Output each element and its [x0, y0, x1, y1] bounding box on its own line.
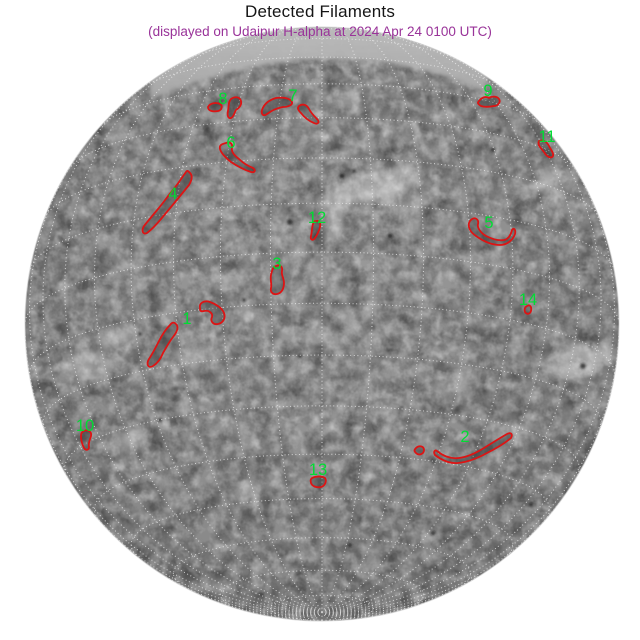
sunspot [580, 363, 586, 369]
plage-region [536, 179, 584, 221]
filament-contour-6 [218, 141, 256, 174]
plage-region [494, 423, 542, 441]
plage-region [174, 347, 222, 369]
filament-label-11: 11 [538, 128, 555, 146]
sunspots [138, 147, 586, 548]
grid-lines [25, 27, 619, 621]
limb-noise-fringe [249, 597, 431, 616]
filament-contour-14 [523, 304, 533, 315]
sunspot [242, 298, 246, 302]
sunspot [352, 169, 356, 173]
filament-label-2: 2 [460, 428, 469, 446]
sunspot [158, 418, 162, 422]
heliographic-grid [25, 27, 619, 621]
plage-region [234, 481, 270, 497]
filament-label-5: 5 [484, 214, 493, 232]
filament-contour-2 [413, 432, 513, 465]
solar-disk [24, 26, 620, 622]
plage-region [523, 170, 573, 194]
filament-contour-8 [207, 96, 243, 120]
plage-regions [62, 167, 619, 497]
plage-region [543, 345, 611, 379]
plage-region [435, 377, 475, 393]
sunspot [529, 503, 533, 507]
filament-label-7: 7 [288, 87, 297, 105]
limb-edge [24, 26, 620, 622]
filament-label-10: 10 [76, 417, 94, 435]
sunspot [138, 332, 142, 336]
disk-top-cap [150, 27, 486, 100]
filament-label-3: 3 [272, 255, 281, 273]
plage-region [62, 352, 114, 380]
sunspot [387, 233, 393, 239]
filament-label-6: 6 [226, 134, 235, 152]
plage-region [98, 327, 138, 349]
filament-label-8: 8 [218, 90, 227, 108]
sunspot [347, 542, 353, 548]
filament-label-12: 12 [308, 209, 326, 227]
filament-contours [80, 95, 555, 489]
filament-contour-12 [309, 219, 322, 241]
filament-contour-4 [141, 169, 193, 235]
plage-region [315, 191, 357, 215]
filament-label-14: 14 [519, 291, 537, 309]
sunspot [431, 531, 435, 535]
filament-contour-10 [80, 429, 93, 451]
filament-contour-13 [309, 475, 327, 489]
filament-contour-9 [477, 95, 501, 108]
plage-region [392, 197, 428, 213]
filament-contour-5 [467, 217, 517, 246]
sunspot [490, 147, 496, 153]
filament-label-13: 13 [309, 461, 327, 479]
plage-region [225, 191, 255, 209]
figure-title: Detected Filaments [244, 2, 396, 21]
sunspot [287, 219, 293, 225]
filament-contour-1 [146, 300, 226, 368]
sunspot [298, 354, 302, 358]
sunspot [339, 173, 345, 179]
filament-contour-3 [269, 264, 285, 296]
filament-contour-11 [537, 139, 555, 159]
filament-label-4: 4 [168, 185, 177, 203]
filament-label-9: 9 [483, 82, 492, 100]
filament-contour-7 [260, 96, 320, 125]
figure-subtitle: (displayed on Udaipur H-alpha at 2024 Ap… [148, 24, 492, 39]
plage-region [106, 429, 150, 451]
filament-label-1: 1 [182, 310, 191, 328]
